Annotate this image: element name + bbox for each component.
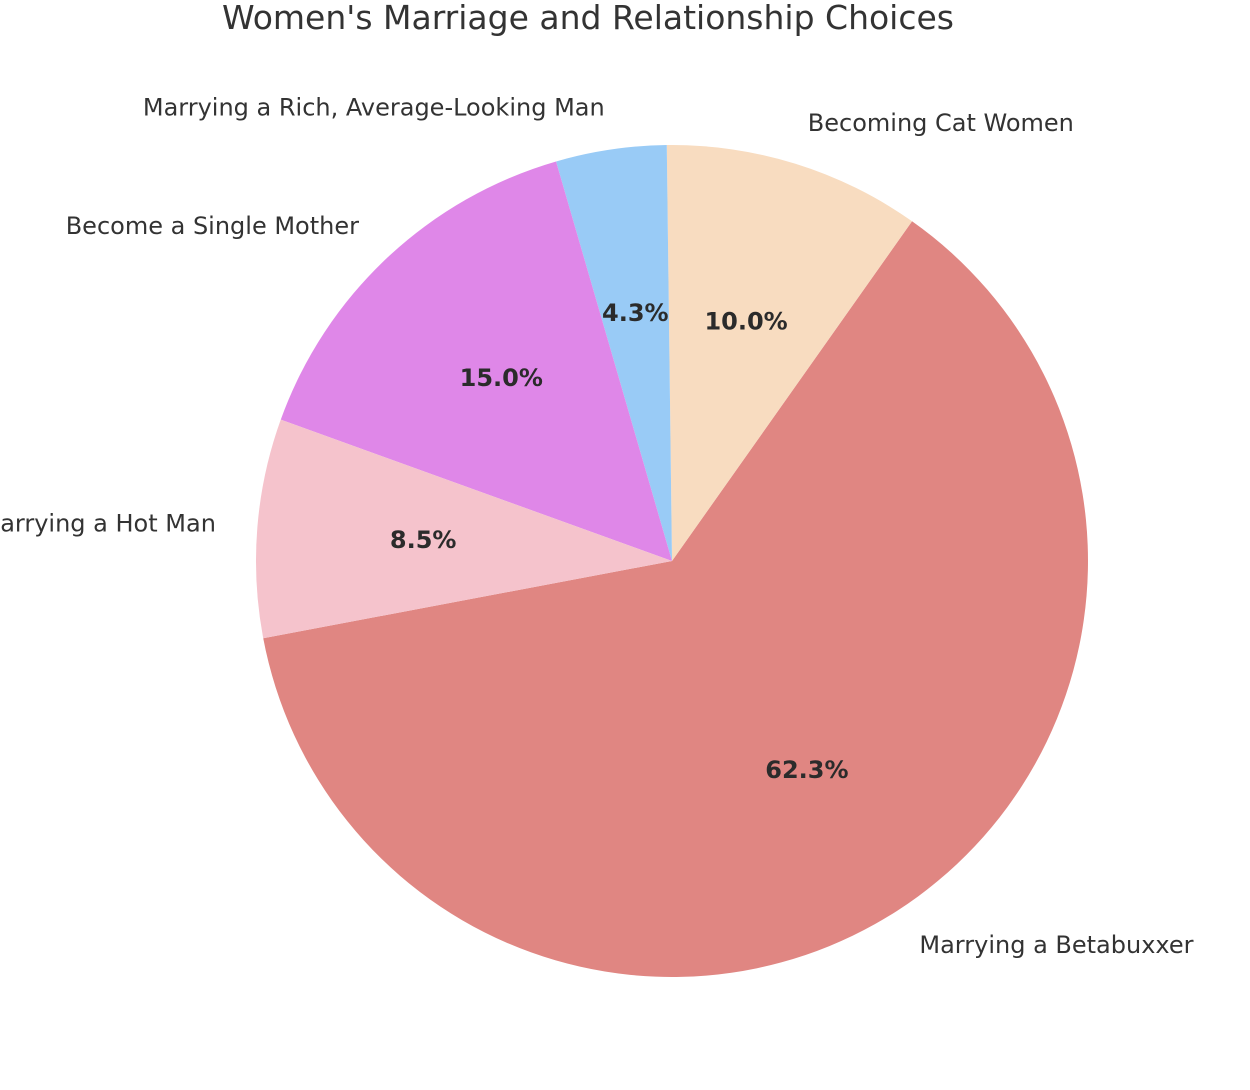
- pie-slice-4: [280, 161, 672, 562]
- pie-slice-5: [255, 419, 672, 639]
- pie-slice-3: [556, 145, 672, 561]
- pie-slices: [255, 144, 1088, 977]
- pie-labels: Marrying a Betabuxxer 62.3% Becoming Cat W…: [0, 93, 1194, 959]
- chart-title: Women's Marriage and Relationship Choice…: [222, 0, 954, 37]
- slice-percent-3: 4.3%: [602, 299, 669, 327]
- slice-label-1: Marrying a Betabuxxer: [919, 931, 1193, 959]
- slice-label-2: Becoming Cat Women: [808, 109, 1074, 137]
- slice-percent-2: 10.0%: [704, 308, 787, 336]
- pie-slice-1: [263, 221, 1088, 977]
- slice-percent-5: 8.5%: [390, 526, 457, 554]
- slice-label-3: Marrying a Rich, Average-Looking Man: [143, 93, 605, 121]
- slice-percent-4: 15.0%: [460, 364, 543, 392]
- slice-percent-1: 62.3%: [765, 756, 848, 784]
- slice-label-4: Become a Single Mother: [66, 212, 359, 240]
- pie-slice-2: [666, 144, 913, 561]
- slice-label-5: Marrying a Hot Man: [0, 509, 216, 537]
